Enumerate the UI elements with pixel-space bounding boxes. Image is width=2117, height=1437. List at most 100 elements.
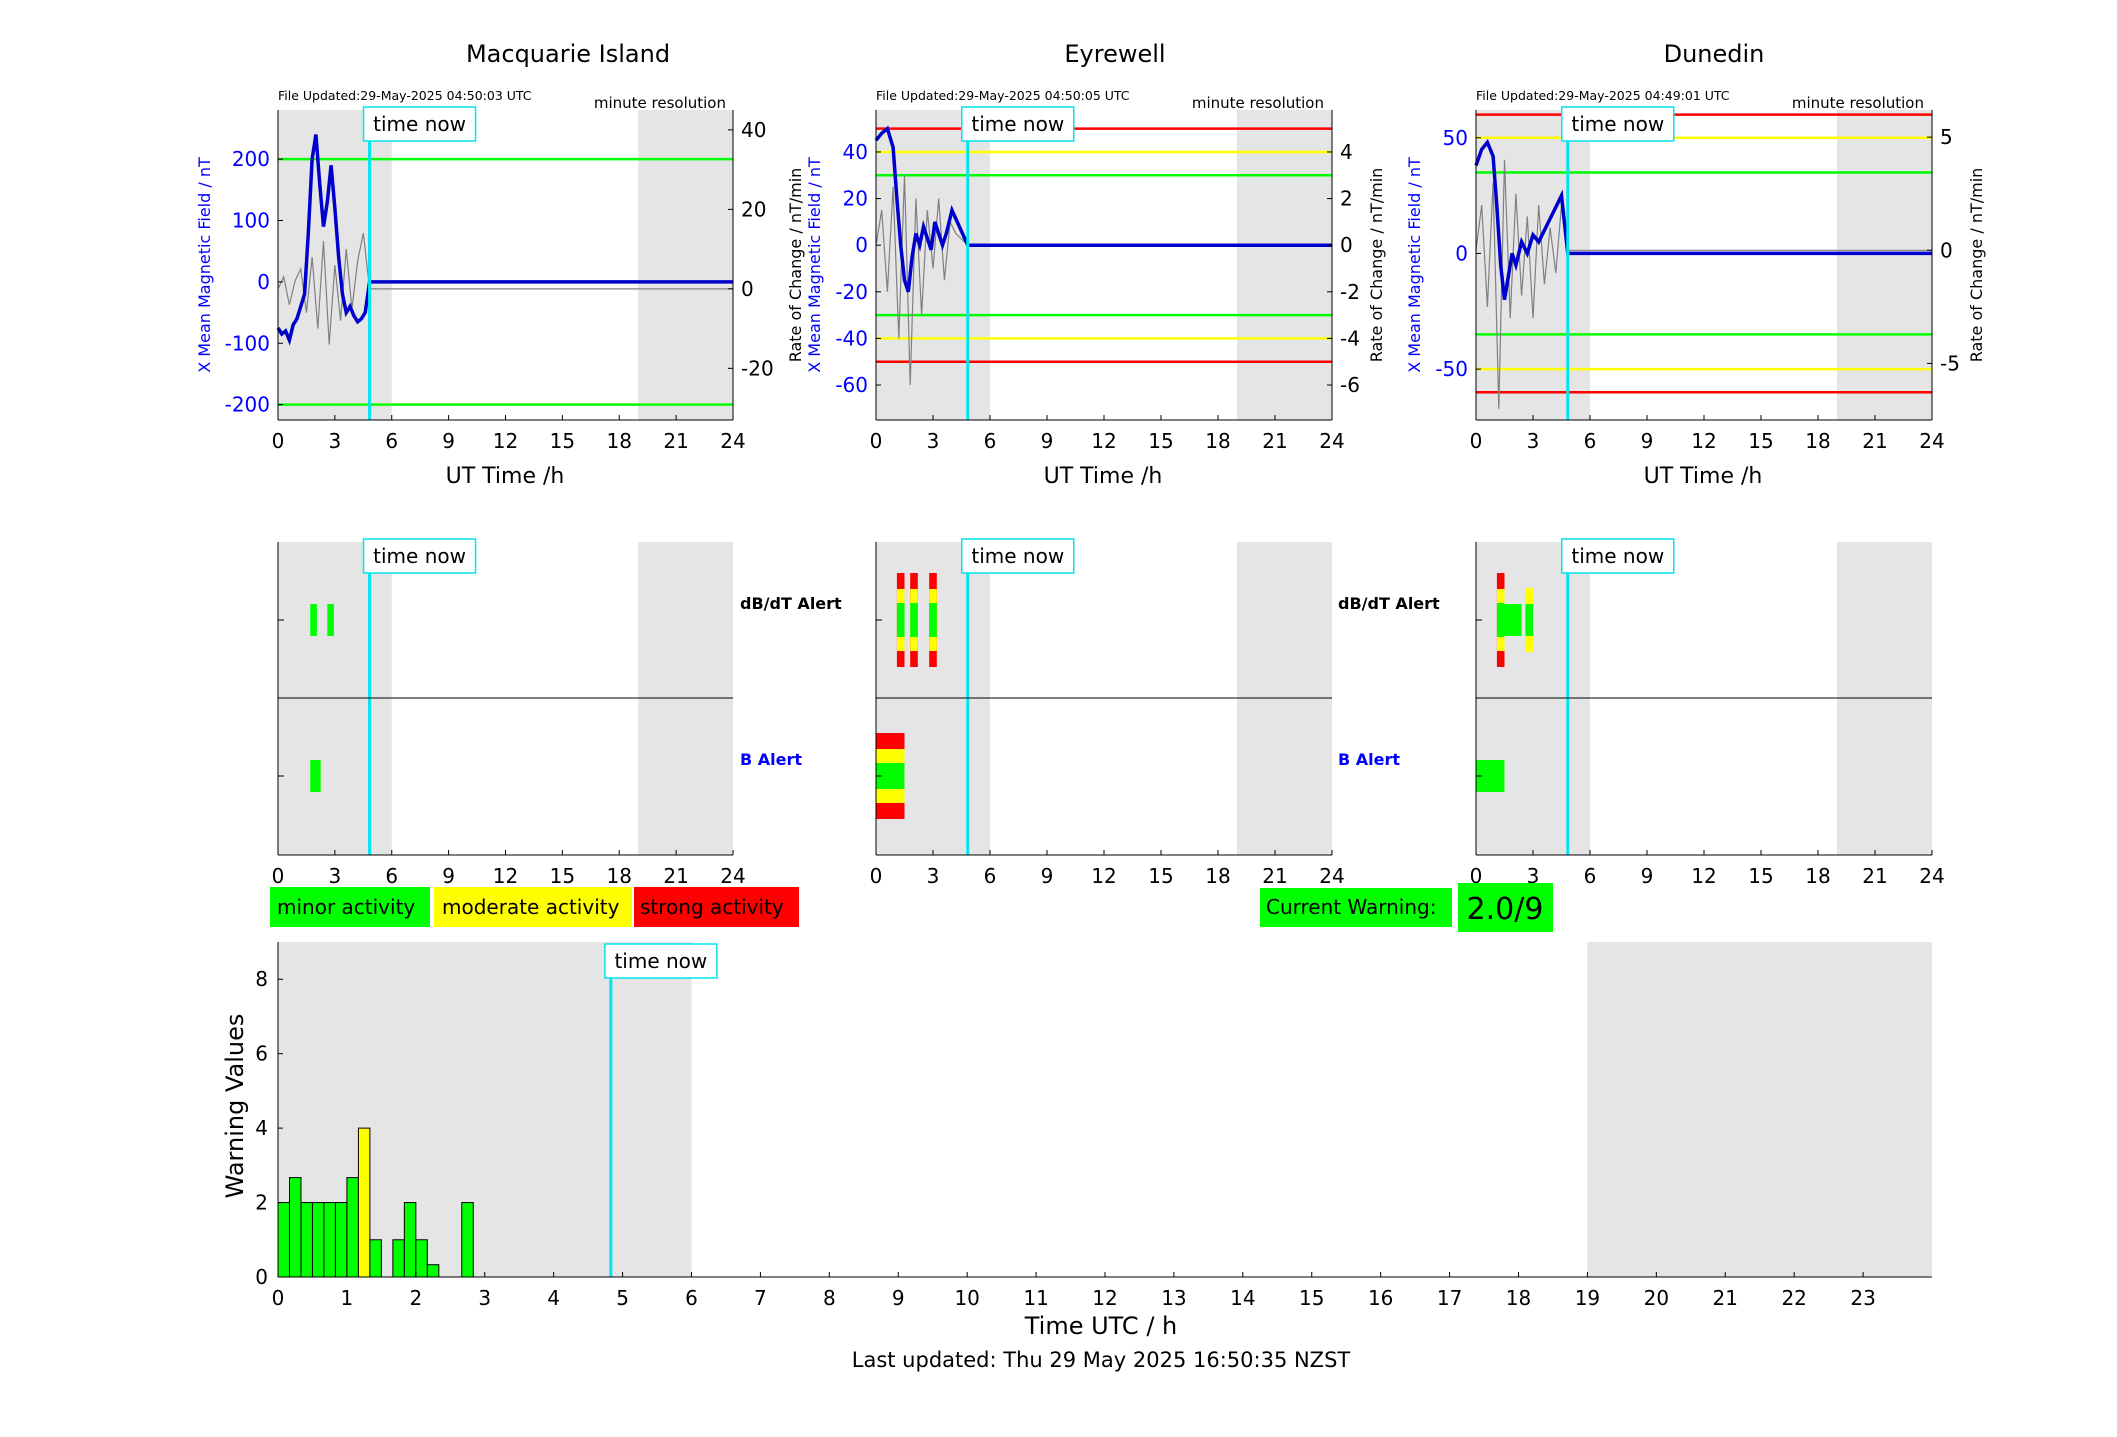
alert-2-xtick-label: 15 <box>1748 864 1773 888</box>
top-1-ytick-left-label: -20 <box>835 280 868 304</box>
warning-xtick-label: 2 <box>409 1286 422 1310</box>
top-1-xtick-label: 6 <box>984 429 997 453</box>
alert-1-time-now-box <box>961 538 1075 574</box>
alert-1-xtick-label: 6 <box>984 864 997 888</box>
top-0-ytick-left-label: 100 <box>232 208 270 232</box>
xlabel-macquarie: UT Time /h <box>446 464 565 489</box>
alert-0-dbdt-minor-1 <box>327 604 334 636</box>
alert-1-xtick-label: 9 <box>1041 864 1054 888</box>
alert-2-time-now-box <box>1561 538 1675 574</box>
resolution-dunedin: minute resolution <box>1792 94 1924 112</box>
alert-0-xtick-label: 6 <box>385 864 398 888</box>
alert-2-xtick-label: 21 <box>1862 864 1887 888</box>
top-2-shade-1 <box>1837 110 1932 420</box>
alert-0-xtick-label: 3 <box>329 864 342 888</box>
warning-bar-6 <box>346 1177 359 1278</box>
alert-label-dbdt-eyrewell: dB/dT Alert <box>1338 594 1440 613</box>
top-1-ytick-right-label: 2 <box>1340 187 1353 211</box>
top-1-xtick-label: 24 <box>1319 429 1344 453</box>
top-2-xtick-label: 0 <box>1470 429 1483 453</box>
top-1-ytick-left-label: 20 <box>843 187 868 211</box>
alert-2-xtick-label: 12 <box>1691 864 1716 888</box>
alert-1-dbdt-minor-2 <box>929 603 937 637</box>
alert-1-xtick-label: 21 <box>1262 864 1287 888</box>
alert-2-xtick-label: 18 <box>1805 864 1830 888</box>
top-2-ytick-left-label: -50 <box>1435 357 1468 381</box>
top-0-ytick-right-label: 0 <box>741 277 754 301</box>
top-1-xtick-label: 18 <box>1205 429 1230 453</box>
alert-0-xtick-label: 9 <box>442 864 455 888</box>
ylabel-left-dunedin: X Mean Magnetic Field / nT <box>1405 157 1424 373</box>
warning-xtick-label: 16 <box>1368 1286 1393 1310</box>
warning-xtick-label: 18 <box>1506 1286 1531 1310</box>
top-1-xtick-label: 9 <box>1041 429 1054 453</box>
resolution-eyrewell: minute resolution <box>1192 94 1324 112</box>
top-0-xtick-label: 15 <box>550 429 575 453</box>
top-0-rate-series <box>277 233 733 345</box>
alert-0-xtick-label: 0 <box>272 864 285 888</box>
top-0-ytick-left-label: 0 <box>257 270 270 294</box>
alert-0-xtick-label: 24 <box>720 864 745 888</box>
current-warning-label: Current Warning: <box>1266 895 1436 919</box>
legend-strong-label: strong activity <box>640 895 784 919</box>
top-0-ytick-right-label: 40 <box>741 118 766 142</box>
alert-label-b-macquarie: B Alert <box>740 750 802 769</box>
warning-xtick-label: 15 <box>1299 1286 1324 1310</box>
top-0-ytick-left-label: -100 <box>225 331 270 355</box>
top-0-xtick-label: 21 <box>663 429 688 453</box>
top-2-time-now-box <box>1561 106 1675 142</box>
alert-label-dbdt-macquarie: dB/dT Alert <box>740 594 842 613</box>
alert-0-b-minor-0 <box>310 760 321 792</box>
file-updated-dunedin: File Updated:29-May-2025 04:49:01 UTC <box>1476 88 1730 103</box>
alert-2-dbdt-minor-0 <box>1496 603 1505 637</box>
alert-1-xtick-label: 24 <box>1319 864 1344 888</box>
top-2-ytick-left-label: 50 <box>1443 126 1468 150</box>
top-1-ytick-left-label: -60 <box>835 373 868 397</box>
warning-xtick-label: 20 <box>1644 1286 1669 1310</box>
warning-xtick-label: 1 <box>341 1286 354 1310</box>
warning-xtick-label: 14 <box>1230 1286 1255 1310</box>
alert-1-xtick-label: 18 <box>1205 864 1230 888</box>
warning-xlabel: Time UTC / h <box>1024 1312 1178 1340</box>
top-1-time-now-box <box>961 106 1075 142</box>
warning-xtick-label: 22 <box>1781 1286 1806 1310</box>
warning-xtick-label: 9 <box>892 1286 905 1310</box>
warning-bar-2 <box>300 1202 313 1278</box>
top-1-xtick-label: 3 <box>927 429 940 453</box>
warning-xtick-label: 7 <box>754 1286 767 1310</box>
footer-last-updated: Last updated: Thu 29 May 2025 16:50:35 N… <box>852 1348 1351 1372</box>
alert-1-xtick-label: 12 <box>1091 864 1116 888</box>
top-0-ytick-left-label: 200 <box>232 147 270 171</box>
warning-time-now-box <box>604 943 718 979</box>
warning-bar-11 <box>415 1239 428 1278</box>
current-warning-value-box <box>1458 883 1553 932</box>
top-2-xtick-label: 15 <box>1748 429 1773 453</box>
warning-ytick-label: 4 <box>255 1116 268 1140</box>
warning-bar-10 <box>403 1202 417 1278</box>
alert-1-xtick-label: 0 <box>870 864 883 888</box>
alert-2-xtick-label: 24 <box>1919 864 1944 888</box>
top-1-xtick-label: 12 <box>1091 429 1116 453</box>
alert-0-xtick-label: 12 <box>493 864 518 888</box>
warning-bar-8 <box>369 1239 382 1278</box>
top-1-ytick-right-label: 0 <box>1340 233 1353 257</box>
ylabel-left-outer-eyrewell: Rate of Change / nT/min <box>786 168 805 363</box>
warning-xtick-label: 19 <box>1575 1286 1600 1310</box>
top-2-xtick-label: 6 <box>1584 429 1597 453</box>
alert-1-xtick-label: 3 <box>927 864 940 888</box>
top-0-field-series <box>276 134 733 346</box>
top-2-xtick-label: 9 <box>1641 429 1654 453</box>
legend-moderate-label: moderate activity <box>442 895 620 919</box>
top-1-ytick-left-label: 0 <box>855 233 868 257</box>
legend-strong-swatch <box>634 887 799 927</box>
file-updated-eyrewell: File Updated:29-May-2025 04:50:05 UTC <box>876 88 1130 103</box>
alert-0-time-now-box <box>362 538 477 574</box>
top-0-xtick-label: 0 <box>272 429 285 453</box>
top-1-field-series <box>874 125 1332 293</box>
night-shading-layer <box>278 110 1932 1277</box>
top-1-ytick-right-label: -2 <box>1340 280 1360 304</box>
top-2-xtick-label: 12 <box>1691 429 1716 453</box>
top-0-time-now-box <box>362 106 477 142</box>
top-0-ytick-right-label: -20 <box>741 356 774 380</box>
